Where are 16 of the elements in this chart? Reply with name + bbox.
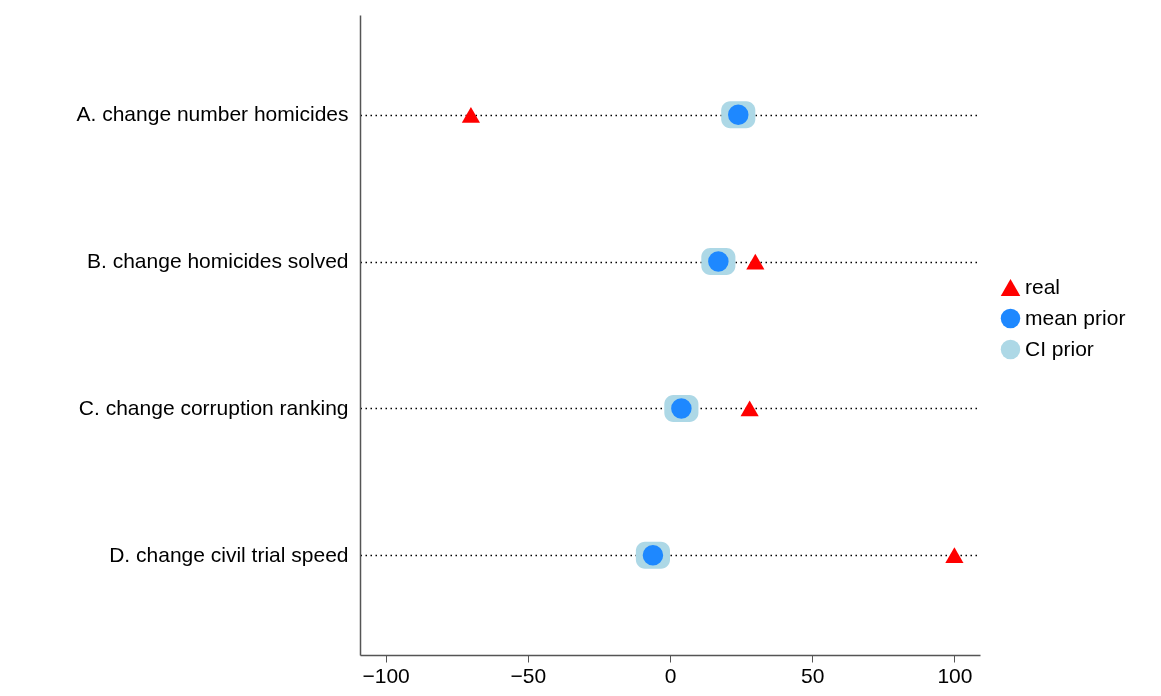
legend-label: mean prior <box>1025 305 1126 329</box>
legend-label: CI prior <box>1025 336 1094 360</box>
point <box>740 400 759 417</box>
x-tick-label: 0 <box>664 663 677 687</box>
point <box>746 253 765 270</box>
y-tick-label: D. change civil trial speed <box>109 542 349 566</box>
x-tick-label: 50 <box>801 663 825 687</box>
x-tick-label: 100 <box>937 663 973 687</box>
x-tick-label: −100 <box>362 663 410 687</box>
y-tick-label: C. change corruption ranking <box>78 395 349 419</box>
point <box>461 106 480 123</box>
x-tick-label: −50 <box>510 663 547 687</box>
point <box>945 547 964 564</box>
y-tick-label: A. change number homicides <box>76 102 349 126</box>
legend-label: real <box>1025 274 1061 298</box>
y-tick-label: B. change homicides solved <box>87 249 349 273</box>
